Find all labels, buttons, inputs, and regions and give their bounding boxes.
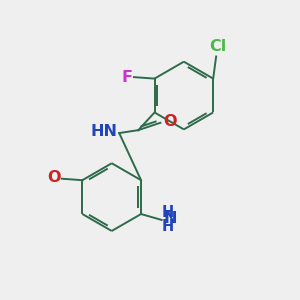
Text: Cl: Cl (209, 39, 226, 54)
Text: O: O (47, 170, 60, 185)
Text: H: H (162, 219, 174, 234)
Text: H: H (162, 205, 174, 220)
Text: HN: HN (91, 124, 118, 139)
Text: N: N (163, 211, 177, 226)
Text: F: F (122, 70, 133, 85)
Text: O: O (163, 114, 176, 129)
